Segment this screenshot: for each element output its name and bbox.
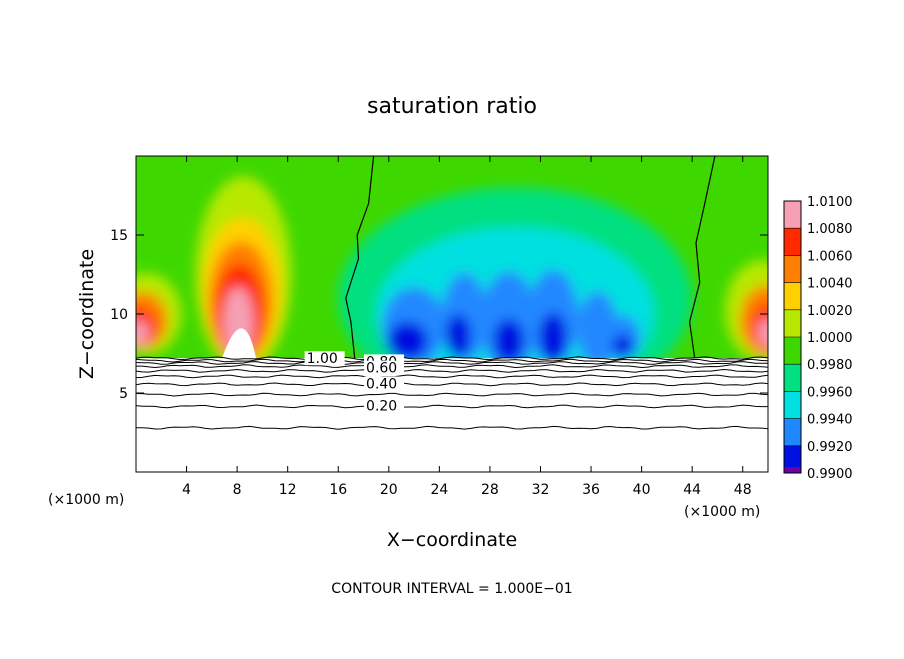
colorbar-label: 1.0100 <box>807 195 853 210</box>
contour-label: 0.40 <box>366 377 397 393</box>
y-tick-label: 15 <box>110 228 128 244</box>
contour-line <box>136 392 768 397</box>
contour-label: 0.20 <box>366 399 397 415</box>
colorbar-label: 0.9900 <box>807 467 853 482</box>
x-tick-label: 36 <box>582 482 600 498</box>
x-axis-label: X−coordinate <box>387 529 517 551</box>
contour-line <box>136 425 768 430</box>
x-tick-label: 24 <box>430 482 448 498</box>
colorbar-swatch <box>784 309 801 338</box>
contour-line <box>136 364 768 369</box>
contour-lines <box>136 156 768 430</box>
colorbar-swatch <box>784 418 801 447</box>
colorbar-label: 1.0060 <box>807 249 853 264</box>
contour-label-bg <box>364 360 405 375</box>
field-blob <box>445 314 471 359</box>
contour-line <box>136 368 768 373</box>
colorbar-label: 0.9960 <box>807 385 853 400</box>
contour-interval-footer: CONTOUR INTERVAL = 1.000E−01 <box>331 581 572 597</box>
colorbar-swatch <box>784 201 801 229</box>
x-tick-label: 28 <box>481 482 499 498</box>
contour-line <box>136 374 768 379</box>
y-axis-label: Z−coordinate <box>76 249 98 379</box>
field-blob <box>612 334 633 357</box>
contour-label-bg <box>364 376 405 391</box>
chart-title: saturation ratio <box>367 94 537 119</box>
colorbar-swatch <box>784 445 801 474</box>
contour-label: 1.00 <box>307 351 338 367</box>
field-blob <box>493 318 525 363</box>
colorbar-label: 1.0020 <box>807 304 853 319</box>
contour-label-bg <box>304 351 345 366</box>
contour-labels: 1.000.800.600.400.20 <box>304 351 405 415</box>
x-tick-label: 40 <box>633 482 651 498</box>
x-tick-label: 12 <box>279 482 297 498</box>
colorbar: 1.0100 1.0080 1.0060 1.0040 1.0020 1.0000 0.99… <box>783 195 853 482</box>
colorbar-label: 1.0000 <box>807 331 853 346</box>
x-tick-label: 32 <box>532 482 550 498</box>
y-tick-label: 10 <box>110 307 128 323</box>
contour-line <box>136 404 768 409</box>
colorbar-swatch <box>784 228 801 256</box>
contour-line <box>136 361 768 365</box>
field-blob <box>757 318 768 348</box>
colorbar-label: 1.0040 <box>807 277 853 292</box>
colorbar-label: 0.9920 <box>807 440 853 455</box>
colorbar-label: 0.9980 <box>807 358 853 373</box>
colorbar-swatch <box>784 364 801 392</box>
contour-line <box>136 358 768 363</box>
x-axis: 4 8 12 16 20 24 28 32 36 40 44 48 <box>182 156 752 498</box>
contour-line <box>345 156 375 359</box>
x-unit-right: (×1000 m) <box>684 504 760 520</box>
colorbar-label: 1.0080 <box>807 222 853 237</box>
field-blob <box>387 321 428 360</box>
x-tick-label: 8 <box>233 482 242 498</box>
x-tick-label: 4 <box>182 482 191 498</box>
colorbar-swatch <box>784 255 801 284</box>
contour-line <box>688 156 716 359</box>
colorbar-swatch <box>784 337 801 365</box>
field-blob <box>136 320 149 346</box>
y-tick-label: 5 <box>119 386 128 402</box>
plot-field <box>136 156 768 472</box>
contour-label-bg <box>364 398 405 413</box>
x-tick-label: 44 <box>683 482 701 498</box>
field-blob <box>539 312 568 363</box>
contour-line <box>136 356 768 361</box>
x-tick-label: 48 <box>734 482 752 498</box>
contour-label: 0.60 <box>366 361 397 377</box>
colorbar-swatch <box>784 282 801 311</box>
y-axis: 5 10 15 <box>110 228 768 402</box>
x-unit-left: (×1000 m) <box>48 492 124 508</box>
x-tick-label: 20 <box>380 482 398 498</box>
colorbar-label: 0.9940 <box>807 413 853 428</box>
x-tick-label: 16 <box>329 482 347 498</box>
plume-core <box>221 328 257 359</box>
contour-line <box>136 382 768 387</box>
colorbar-swatch <box>784 467 801 473</box>
colorbar-swatch <box>784 391 801 420</box>
